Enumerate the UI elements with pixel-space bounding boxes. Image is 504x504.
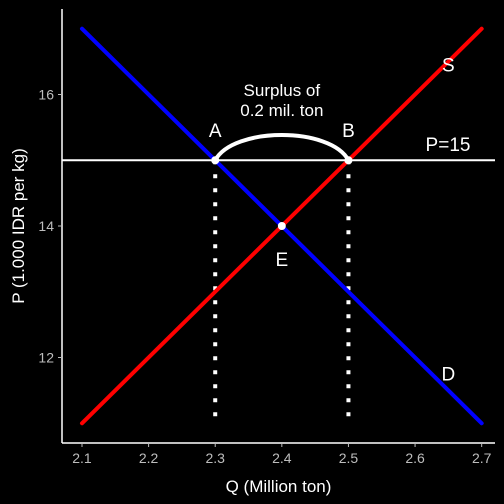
surplus-label-line1: Surplus of bbox=[244, 81, 321, 100]
x-tick-label: 2.6 bbox=[405, 450, 425, 466]
surplus-label-line2: 0.2 mil. ton bbox=[240, 101, 323, 120]
point-e bbox=[277, 222, 286, 230]
point-label-b: B bbox=[342, 121, 355, 142]
x-tick-label: 2.7 bbox=[472, 450, 492, 466]
point-a bbox=[211, 156, 220, 165]
x-tick-label: 2.4 bbox=[272, 450, 292, 466]
point-b bbox=[344, 156, 353, 165]
point-label-e: E bbox=[275, 250, 288, 271]
y-tick-label: 14 bbox=[38, 218, 54, 234]
point-label-a: A bbox=[209, 121, 222, 142]
x-tick-label: 2.1 bbox=[72, 450, 92, 466]
series-label-d: D bbox=[442, 365, 456, 386]
surplus-arc bbox=[213, 133, 351, 162]
series-label-s: S bbox=[442, 55, 455, 76]
axes: 2.1 2.2 2.3 2.4 2.5 2.6 2.7 12 14 16 Q (Million to… bbox=[9, 9, 495, 496]
labels: A B E Surplus of0.2 mil. ton P=15 S D bbox=[209, 55, 471, 385]
y-tick-label: 16 bbox=[38, 86, 54, 102]
price-line-label: P=15 bbox=[426, 135, 471, 156]
x-tick-label: 2.3 bbox=[205, 450, 225, 466]
x-tick-label: 2.5 bbox=[339, 450, 359, 466]
y-axis-title: P (1.000 IDR per kg) bbox=[9, 148, 28, 304]
y-tick-label: 12 bbox=[38, 350, 54, 366]
plot-area bbox=[62, 26, 495, 426]
x-tick-label: 2.2 bbox=[139, 450, 159, 466]
x-axis-title: Q (Million ton) bbox=[226, 477, 332, 496]
